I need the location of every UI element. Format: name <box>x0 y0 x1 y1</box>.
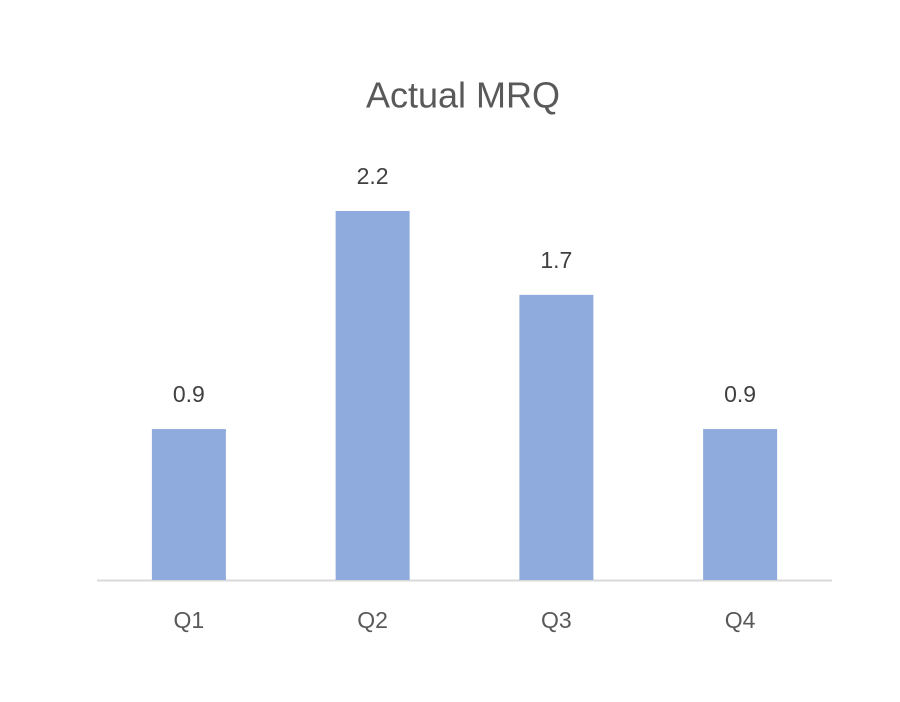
x-tick-label: Q3 <box>541 607 572 633</box>
bar <box>519 294 594 580</box>
value-label: 1.7 <box>540 247 572 273</box>
x-tick-label: Q1 <box>174 607 205 633</box>
bar <box>151 429 226 580</box>
value-label: 0.9 <box>724 381 756 407</box>
chart-title: Actual MRQ <box>366 75 560 116</box>
x-tick-label: Q4 <box>725 607 756 633</box>
bar <box>335 211 410 580</box>
bar <box>703 429 778 580</box>
x-tick-label: Q2 <box>357 607 388 633</box>
value-label: 0.9 <box>173 381 205 407</box>
value-label: 2.2 <box>357 163 389 189</box>
